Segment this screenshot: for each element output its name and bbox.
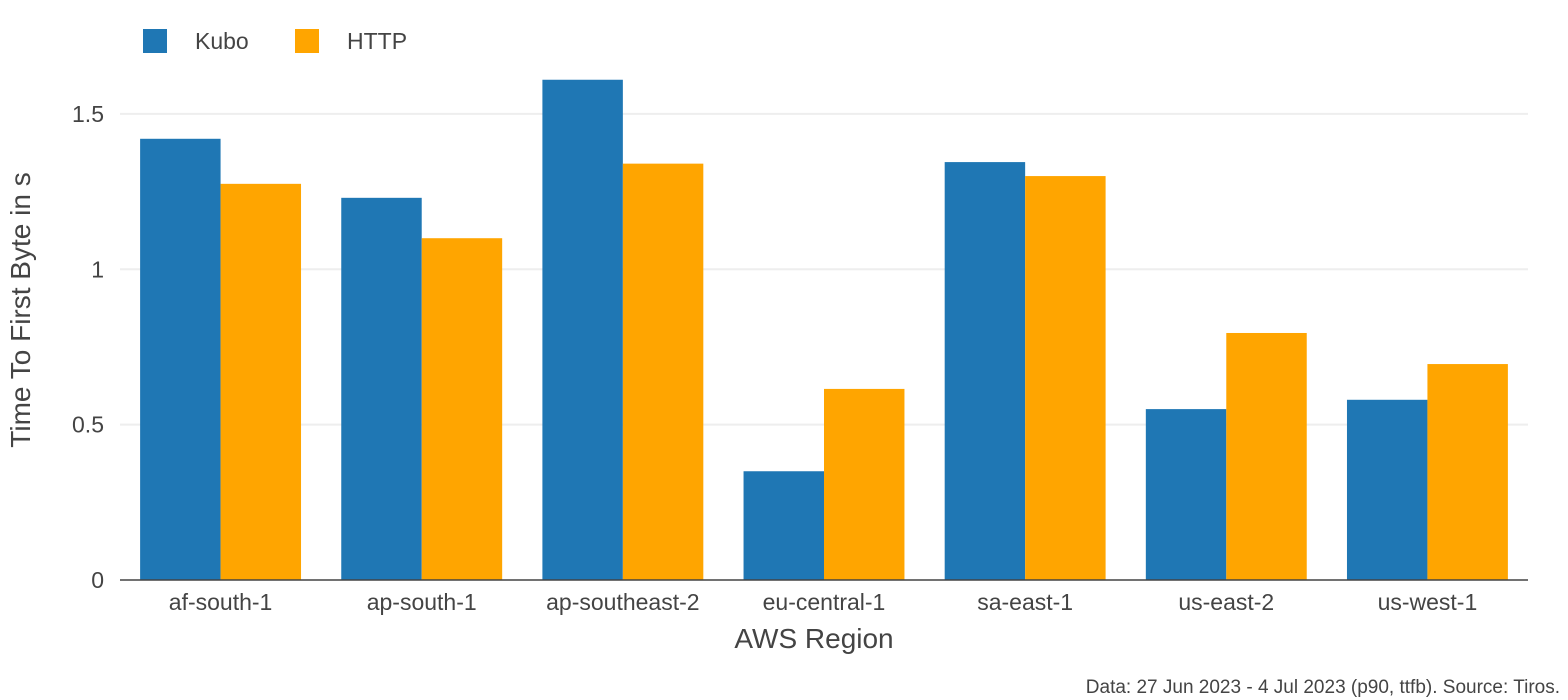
bar-http-us-west-1 <box>1427 364 1508 580</box>
y-tick-label: 1 <box>91 256 104 282</box>
bar-kubo-ap-south-1 <box>341 197 422 581</box>
y-tick-label: 0.5 <box>72 412 104 438</box>
y-tick-label: 1.5 <box>72 101 104 127</box>
x-tick-label: us-west-1 <box>1378 589 1478 615</box>
x-tick-label: us-east-2 <box>1178 589 1274 615</box>
x-tick-label: af-south-1 <box>169 589 273 615</box>
bar-http-us-east-2 <box>1226 332 1307 580</box>
x-tick-labels: af-south-1 ap-south-1 ap-southeast-2 eu-cen… <box>169 589 1477 615</box>
y-tick-labels: 0 0.5 1 1.5 <box>72 101 104 593</box>
bar-http-sa-east-1 <box>1025 176 1106 581</box>
bar-kubo-eu-central-1 <box>743 471 824 580</box>
y-axis-title: Time To First Byte in s <box>5 172 36 447</box>
legend: Kubo HTTP <box>143 28 407 54</box>
x-tick-label: ap-south-1 <box>367 589 477 615</box>
bar-kubo-us-east-2 <box>1145 409 1227 580</box>
legend-label-http: HTTP <box>347 28 407 54</box>
bar-http-ap-south-1 <box>421 238 503 580</box>
bar-kubo-us-west-1 <box>1346 399 1428 580</box>
bar-http-ap-southeast-2 <box>622 163 704 580</box>
x-tick-label: ap-southeast-2 <box>546 589 699 615</box>
y-tick-label: 0 <box>91 567 104 593</box>
bars <box>140 79 1508 581</box>
source-footnote: Data: 27 Jun 2023 - 4 Jul 2023 (p90, ttf… <box>1086 677 1560 698</box>
x-tick-label: sa-east-1 <box>977 589 1073 615</box>
gridlines <box>120 112 1528 426</box>
bar-http-eu-central-1 <box>824 388 905 580</box>
x-axis-title: AWS Region <box>734 623 893 654</box>
bar-kubo-af-south-1 <box>140 138 221 581</box>
legend-label-kubo: Kubo <box>195 28 249 54</box>
bar-kubo-ap-southeast-2 <box>542 79 623 580</box>
bar-http-af-south-1 <box>220 183 302 580</box>
legend-swatch-kubo <box>143 29 167 53</box>
x-tick-label: eu-central-1 <box>763 589 886 615</box>
bar-kubo-sa-east-1 <box>944 162 1026 580</box>
legend-swatch-http <box>295 29 319 53</box>
